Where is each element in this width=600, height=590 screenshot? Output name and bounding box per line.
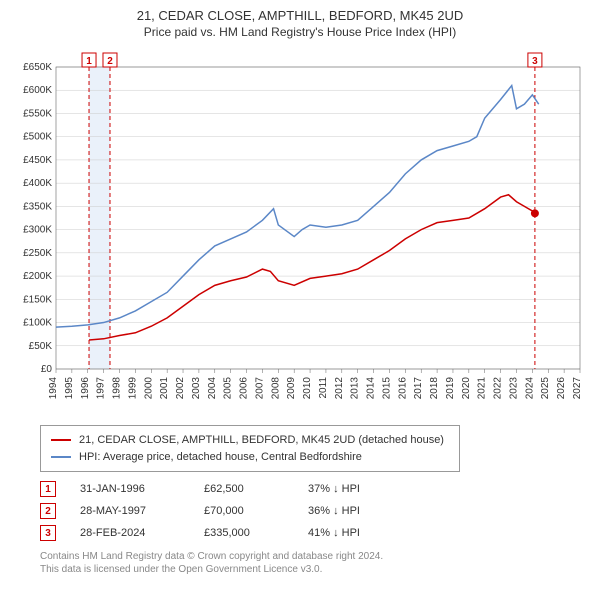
svg-text:2025: 2025 [540,377,551,400]
svg-text:£50K: £50K [29,341,53,352]
svg-text:£250K: £250K [23,248,52,259]
transaction-table: 1 31-JAN-1996 £62,500 37% ↓ HPI 2 28-MAY… [40,478,590,544]
svg-text:2007: 2007 [254,377,265,400]
svg-text:2024: 2024 [524,377,535,400]
svg-text:1998: 1998 [112,377,123,400]
svg-text:2002: 2002 [175,377,186,400]
svg-text:2005: 2005 [223,377,234,400]
transaction-badge: 3 [40,525,56,541]
svg-text:£550K: £550K [23,108,52,119]
svg-text:1994: 1994 [48,377,59,400]
svg-text:2019: 2019 [445,377,456,400]
svg-text:1: 1 [86,56,92,67]
transaction-pct: 41% ↓ HPI [308,527,360,539]
transaction-price: £335,000 [204,527,284,539]
svg-text:3: 3 [532,56,538,67]
svg-text:2026: 2026 [556,377,567,400]
svg-text:£350K: £350K [23,201,52,212]
svg-text:1996: 1996 [80,377,91,400]
chart-area: £0 £50K £100K £150K £200K £250K £300K £350K £400… [10,47,590,417]
svg-text:1995: 1995 [64,377,75,400]
svg-text:2018: 2018 [429,377,440,400]
svg-text:2: 2 [107,56,113,67]
transaction-badge: 2 [40,503,56,519]
svg-text:2009: 2009 [286,377,297,400]
svg-text:2003: 2003 [191,377,202,400]
legend-label: 21, CEDAR CLOSE, AMPTHILL, BEDFORD, MK45… [79,432,444,449]
svg-text:1999: 1999 [127,377,138,400]
svg-text:£650K: £650K [23,62,52,73]
transaction-date: 31-JAN-1996 [80,483,180,495]
svg-text:£400K: £400K [23,178,52,189]
svg-text:1997: 1997 [96,377,107,400]
svg-text:2015: 2015 [381,377,392,400]
transaction-price: £70,000 [204,505,284,517]
transaction-badge: 1 [40,481,56,497]
transaction-date: 28-FEB-2024 [80,527,180,539]
svg-text:2001: 2001 [159,377,170,400]
svg-text:£100K: £100K [23,318,52,329]
footer-line: Contains HM Land Registry data © Crown c… [40,550,590,563]
svg-text:2006: 2006 [239,377,250,400]
footer-line: This data is licensed under the Open Gov… [40,563,590,576]
transaction-date: 28-MAY-1997 [80,505,180,517]
svg-text:2010: 2010 [302,377,313,400]
transaction-pct: 36% ↓ HPI [308,505,360,517]
svg-text:2014: 2014 [366,377,377,400]
legend: 21, CEDAR CLOSE, AMPTHILL, BEDFORD, MK45… [40,425,460,472]
svg-text:2021: 2021 [477,377,488,400]
transaction-pct: 37% ↓ HPI [308,483,360,495]
svg-text:2008: 2008 [270,377,281,400]
transaction-price: £62,500 [204,483,284,495]
svg-text:2004: 2004 [207,377,218,400]
svg-text:2000: 2000 [143,377,154,400]
transaction-row: 2 28-MAY-1997 £70,000 36% ↓ HPI [40,500,590,522]
svg-text:2012: 2012 [334,377,345,400]
svg-text:£200K: £200K [23,271,52,282]
svg-text:2022: 2022 [493,377,504,400]
svg-text:£150K: £150K [23,294,52,305]
svg-text:2017: 2017 [413,377,424,400]
svg-text:£300K: £300K [23,225,52,236]
svg-text:2023: 2023 [508,377,519,400]
chart-subtitle: Price paid vs. HM Land Registry's House … [10,25,590,39]
transaction-row: 3 28-FEB-2024 £335,000 41% ↓ HPI [40,522,590,544]
svg-text:£500K: £500K [23,132,52,143]
legend-swatch [51,456,71,458]
svg-text:£600K: £600K [23,85,52,96]
svg-text:£0: £0 [41,364,53,375]
svg-text:2016: 2016 [397,377,408,400]
svg-text:2013: 2013 [350,377,361,400]
chart-svg: £0 £50K £100K £150K £200K £250K £300K £350K £400… [10,47,590,417]
chart-title: 21, CEDAR CLOSE, AMPTHILL, BEDFORD, MK45… [10,8,590,23]
svg-text:2020: 2020 [461,377,472,400]
legend-item: HPI: Average price, detached house, Cent… [51,449,449,466]
transaction-row: 1 31-JAN-1996 £62,500 37% ↓ HPI [40,478,590,500]
legend-label: HPI: Average price, detached house, Cent… [79,449,362,466]
svg-text:2027: 2027 [572,377,583,400]
svg-text:2011: 2011 [318,377,329,399]
svg-text:£450K: £450K [23,155,52,166]
legend-item: 21, CEDAR CLOSE, AMPTHILL, BEDFORD, MK45… [51,432,449,449]
footer: Contains HM Land Registry data © Crown c… [40,550,590,576]
legend-swatch [51,439,71,441]
